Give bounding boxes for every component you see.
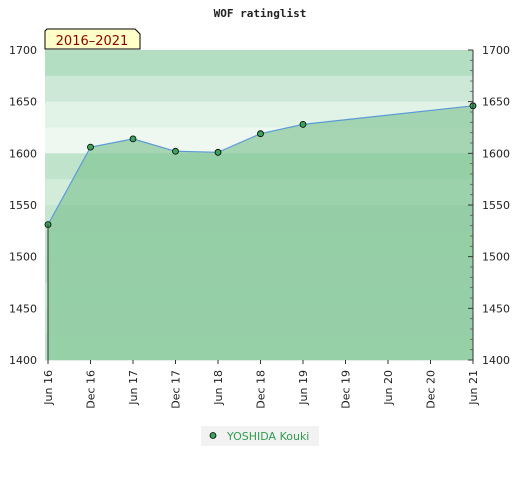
- y-tick-label-left: 1400: [9, 354, 37, 367]
- area-stripe: [48, 334, 473, 360]
- period-badge-box: [44, 28, 141, 50]
- data-point-dec-17: [172, 147, 179, 155]
- data-point-jun-19: [299, 121, 307, 128]
- data-point-dec-16: [87, 143, 94, 151]
- y-tick-label-left: 1500: [9, 251, 37, 264]
- y-tick-label-right: 1450: [482, 302, 510, 315]
- x-tick-label: Jun 17: [127, 370, 140, 406]
- x-tick-label: Jun 16: [42, 370, 55, 406]
- legend: YOSHIDA Kouki: [201, 426, 319, 446]
- x-tick-label: Jun 21: [467, 370, 480, 406]
- y-tick-label-right: 1600: [482, 147, 510, 160]
- legend-label: YOSHIDA Kouki: [226, 430, 309, 443]
- y-tick-label-left: 1550: [9, 199, 37, 212]
- area-stripe: [48, 205, 473, 231]
- area-stripe: [48, 153, 473, 180]
- area-stripe: [48, 230, 473, 257]
- area-stripe: [48, 256, 473, 283]
- background-band: [45, 75, 473, 103]
- series-area: [48, 105, 473, 360]
- x-tick-label: Dec 19: [340, 370, 353, 409]
- background-band: [45, 50, 473, 77]
- x-tick-label: Jun 19: [297, 370, 310, 406]
- y-tick-label-right: 1700: [482, 44, 510, 57]
- y-tick-label-left: 1650: [9, 96, 37, 109]
- x-tick-label: Dec 17: [170, 370, 183, 409]
- area-stripe: [48, 308, 473, 335]
- legend-box: [201, 426, 319, 446]
- x-tick-label: Jun 20: [382, 370, 395, 406]
- area-stripe: [48, 179, 473, 205]
- y-tick-label-right: 1500: [482, 251, 510, 264]
- y-tick-label-right: 1400: [482, 354, 510, 367]
- legend-marker: [209, 432, 217, 439]
- x-tick-label: Dec 20: [425, 370, 438, 409]
- data-point-jun-18: [214, 148, 222, 156]
- x-tick-label: Jun 18: [212, 370, 225, 406]
- x-tick-label: Dec 18: [255, 370, 268, 409]
- data-point-jun-17: [129, 135, 137, 143]
- area-stripe: [48, 282, 473, 309]
- chart-title: WOF ratinglist: [214, 7, 307, 20]
- series-line: [47, 105, 474, 225]
- data-point-dec-18: [257, 130, 264, 138]
- y-tick-label-left: 1600: [9, 147, 37, 160]
- y-tick-label-left: 1700: [9, 44, 37, 57]
- period-badge-label: 2016–2021: [56, 34, 129, 49]
- y-tick-label-right: 1650: [482, 96, 510, 109]
- y-tick-label-left: 1450: [9, 302, 37, 315]
- x-tick-label: Dec 16: [85, 370, 98, 409]
- y-tick-label-right: 1550: [482, 199, 510, 212]
- period-badge: 2016–2021: [44, 28, 141, 50]
